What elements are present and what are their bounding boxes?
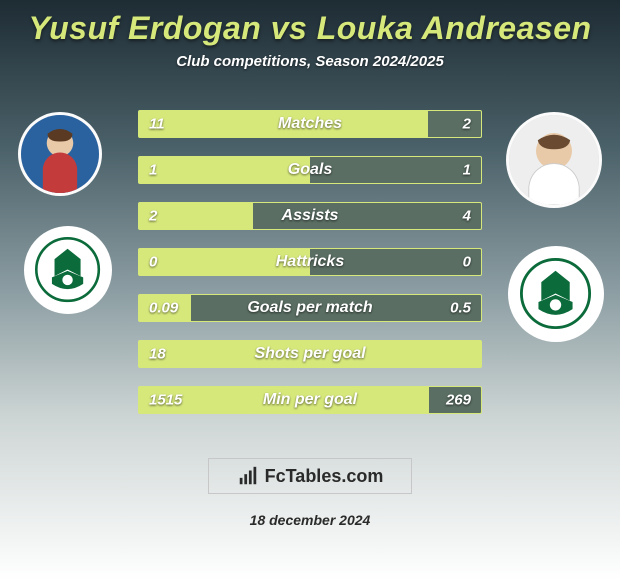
stat-label: Assists xyxy=(139,207,481,225)
stat-label: Min per goal xyxy=(139,391,481,409)
content-area: 11Matches21Goals12Assists40Hattricks00.0… xyxy=(0,98,620,458)
stat-row: 11Matches2 xyxy=(138,110,482,138)
stat-row: 2Assists4 xyxy=(138,202,482,230)
subtitle: Club competitions, Season 2024/2025 xyxy=(0,53,620,70)
stat-label: Goals per match xyxy=(139,299,481,317)
club-crest-icon xyxy=(520,258,591,329)
stat-label: Hattricks xyxy=(139,253,481,271)
stat-row: 1515Min per goal269 xyxy=(138,386,482,414)
player-left-club-badge xyxy=(24,226,112,314)
stat-row: 0.09Goals per match0.5 xyxy=(138,294,482,322)
stat-label: Shots per goal xyxy=(139,345,481,363)
stats-bars: 11Matches21Goals12Assists40Hattricks00.0… xyxy=(138,110,482,432)
comparison-card: Yusuf Erdogan vs Louka Andreasen Club co… xyxy=(0,0,620,580)
stat-row: 0Hattricks0 xyxy=(138,248,482,276)
brand-text: FcTables.com xyxy=(265,466,384,487)
stat-label: Matches xyxy=(139,115,481,133)
page-title: Yusuf Erdogan vs Louka Andreasen xyxy=(0,10,620,47)
stat-label: Goals xyxy=(139,161,481,179)
stat-value-right: 4 xyxy=(463,208,471,225)
stat-value-right: 0.5 xyxy=(450,300,471,317)
player-right-club-badge xyxy=(508,246,604,342)
player-right-avatar xyxy=(506,112,602,208)
club-crest-icon xyxy=(35,237,100,302)
player-left-avatar xyxy=(18,112,102,196)
footer: FcTables.com 18 december 2024 xyxy=(0,458,620,528)
stat-value-right: 2 xyxy=(463,116,471,133)
brand-badge: FcTables.com xyxy=(208,458,413,494)
chart-icon xyxy=(237,465,259,487)
stat-value-right: 0 xyxy=(463,254,471,271)
stat-row: 18Shots per goal xyxy=(138,340,482,368)
stat-value-right: 269 xyxy=(446,392,471,409)
person-icon xyxy=(509,115,599,205)
stat-row: 1Goals1 xyxy=(138,156,482,184)
stat-value-right: 1 xyxy=(463,162,471,179)
footer-date: 18 december 2024 xyxy=(0,512,620,528)
person-icon xyxy=(21,115,99,193)
